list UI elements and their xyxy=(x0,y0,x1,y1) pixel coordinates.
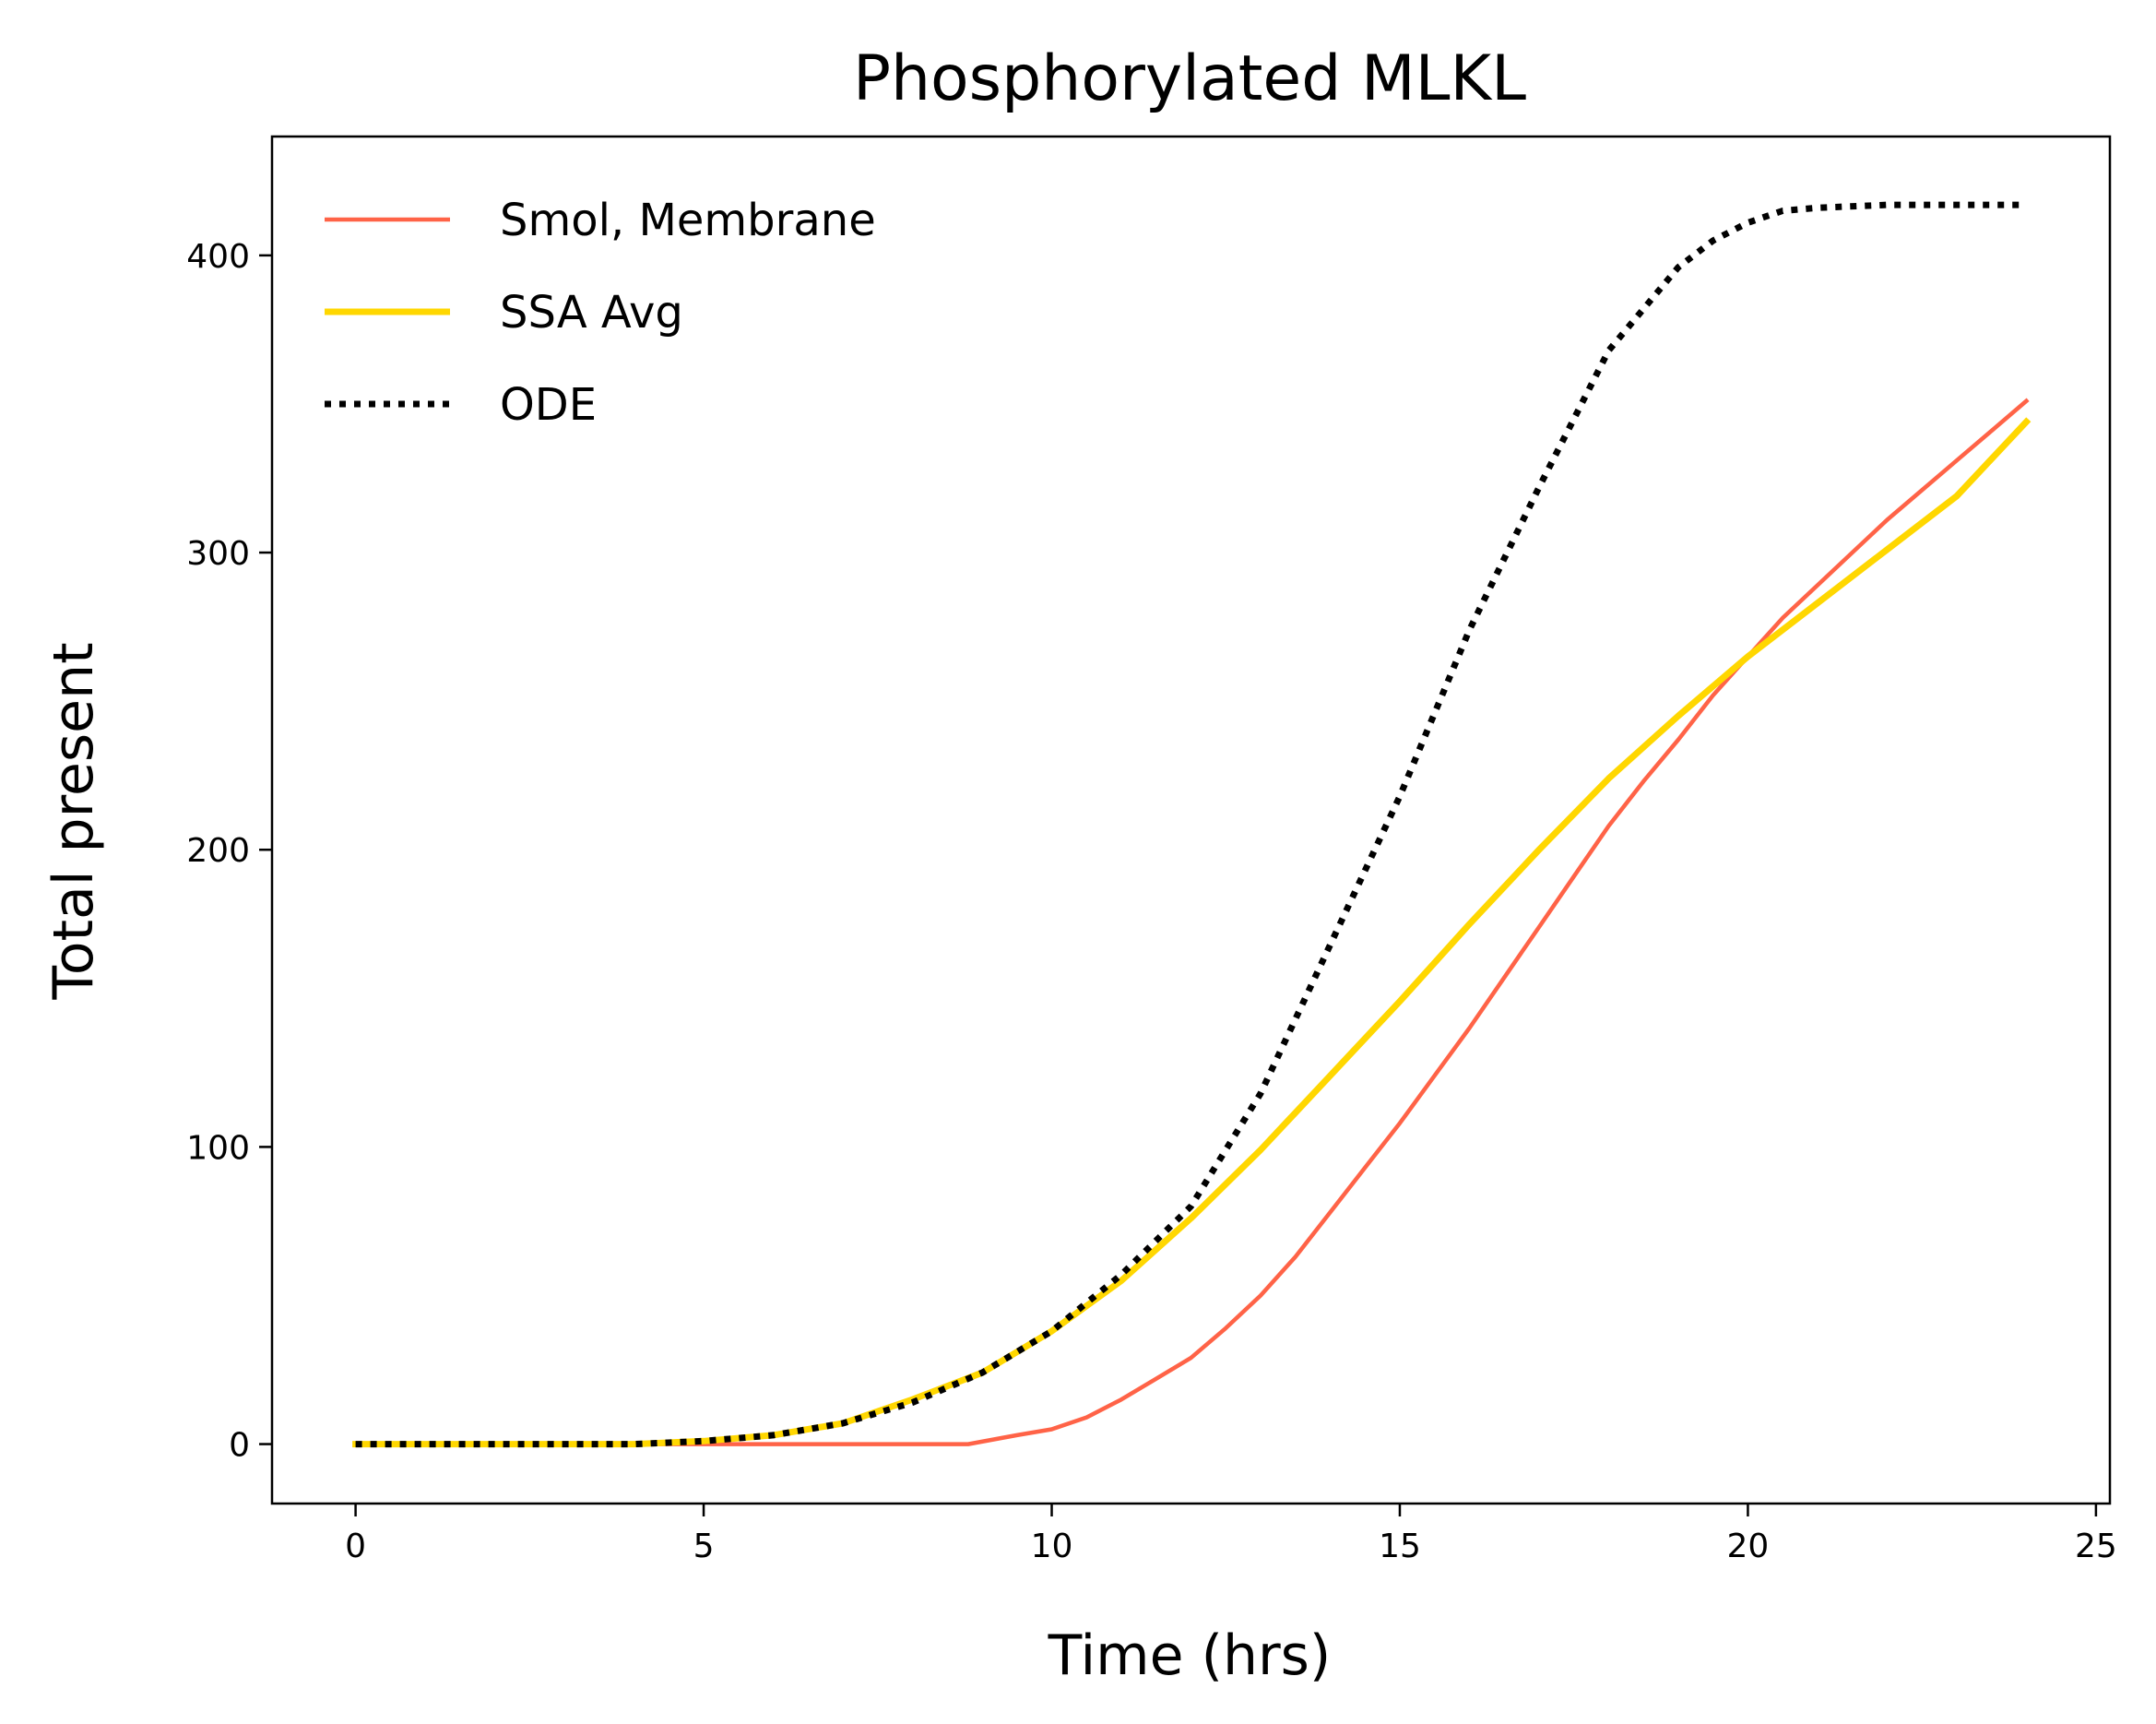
y-tick-label: 300 xyxy=(186,535,250,573)
ticks-layer: 0 5 10 15 20 25 0 100 200 300 400 xyxy=(186,238,2117,1565)
series-line-ssa-avg xyxy=(352,417,2032,1448)
legend-label-ssa-avg: SSA Avg xyxy=(500,287,683,339)
legend-label-ode: ODE xyxy=(500,379,597,431)
x-tick-label: 10 xyxy=(1031,1528,1073,1565)
x-tick-label: 5 xyxy=(693,1528,715,1565)
y-tick-label: 400 xyxy=(186,238,250,276)
legend-label-smol-membrane: Smol, Membrane xyxy=(500,195,876,246)
x-tick-label: 15 xyxy=(1379,1528,1421,1565)
series-line-smol-membrane xyxy=(353,398,2030,1446)
x-axis-label: Time (hrs) xyxy=(1048,1623,1332,1688)
y-tick-label: 100 xyxy=(186,1129,250,1167)
y-axis-label: Total present xyxy=(41,642,106,1000)
series-line-ode xyxy=(355,201,2027,1448)
y-tick-label: 200 xyxy=(186,832,250,870)
series-layer xyxy=(352,201,2032,1448)
x-tick-label: 20 xyxy=(1727,1528,1770,1565)
legend: Smol, Membrane SSA Avg ODE xyxy=(325,195,876,431)
y-tick-label: 0 xyxy=(229,1427,250,1465)
x-tick-label: 25 xyxy=(2075,1528,2117,1565)
x-tick-label: 0 xyxy=(345,1528,366,1565)
plot-frame xyxy=(270,135,2112,1505)
chart-title: Phosphorylated MLKL xyxy=(853,42,1526,115)
